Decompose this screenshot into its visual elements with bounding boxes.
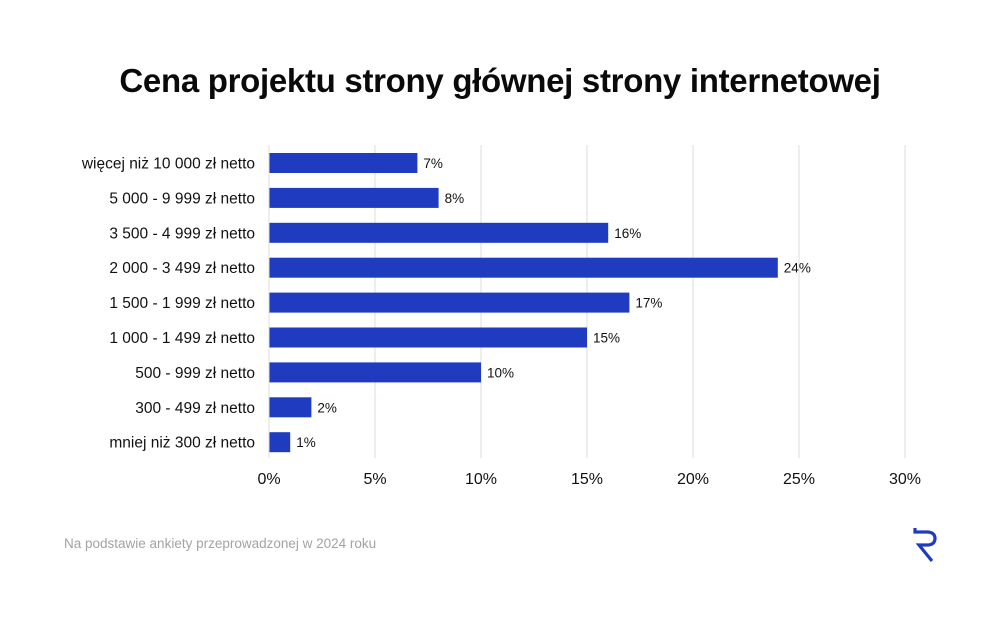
data-label: 24% — [784, 261, 811, 276]
data-label: 10% — [487, 365, 514, 380]
bar — [269, 187, 439, 208]
x-tick-label: 5% — [363, 471, 386, 488]
data-label: 17% — [635, 296, 662, 311]
data-label: 8% — [445, 191, 465, 206]
bar — [269, 397, 312, 418]
bar — [269, 153, 418, 173]
data-label: 16% — [614, 226, 641, 241]
footnote: Na podstawie ankiety przeprowadzonej w 2… — [64, 536, 377, 551]
category-label: 300 - 499 zł netto — [135, 400, 255, 417]
data-label: 15% — [593, 331, 620, 346]
x-tick-label: 25% — [783, 471, 815, 488]
x-tick-label: 0% — [257, 471, 280, 488]
bar — [269, 432, 291, 453]
category-label: 5 000 - 9 999 zł netto — [109, 190, 255, 207]
category-label: mniej niż 300 zł netto — [109, 435, 255, 452]
bar — [269, 257, 778, 278]
category-label: 1 500 - 1 999 zł netto — [109, 295, 255, 312]
bar — [269, 222, 609, 243]
brand-logo-icon — [913, 528, 937, 563]
chart-title: Cena projektu strony głównej strony inte… — [119, 62, 881, 99]
bar — [269, 327, 587, 348]
data-label: 1% — [296, 435, 316, 450]
category-label: 2 000 - 3 499 zł netto — [109, 260, 255, 277]
bar — [269, 362, 481, 383]
x-tick-label: 30% — [889, 471, 921, 488]
x-tick-label: 20% — [677, 471, 709, 488]
category-label: więcej niż 10 000 zł netto — [81, 156, 255, 173]
category-label: 3 500 - 4 999 zł netto — [109, 225, 255, 242]
bar — [269, 292, 630, 313]
x-tick-label: 10% — [465, 471, 497, 488]
category-label: 500 - 999 zł netto — [135, 365, 255, 382]
x-tick-label: 15% — [571, 471, 603, 488]
data-label: 2% — [317, 400, 337, 415]
data-label: 7% — [423, 156, 443, 171]
category-label: 1 000 - 1 499 zł netto — [109, 330, 255, 347]
